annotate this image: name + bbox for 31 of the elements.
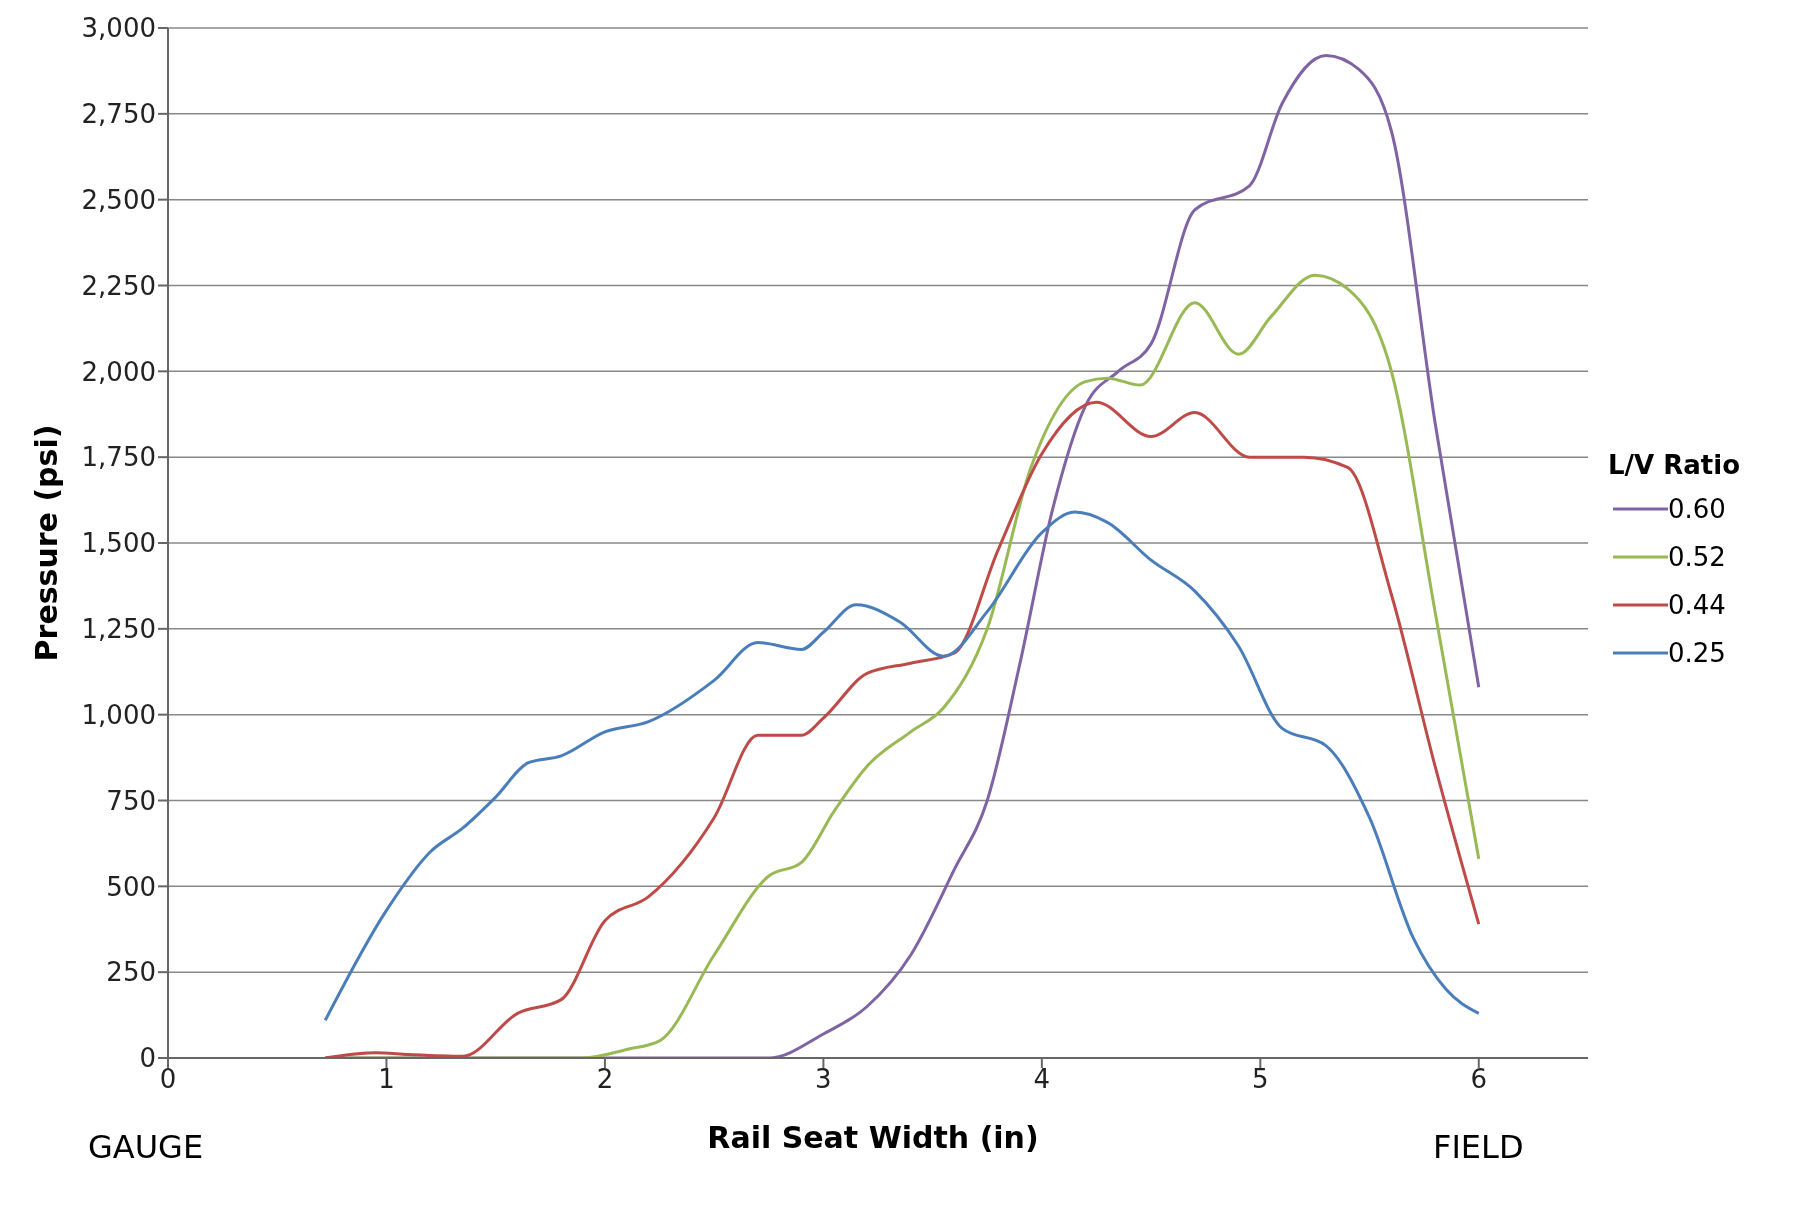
legend-label: 0.60 [1668, 494, 1726, 524]
x-tick-label: 1 [378, 1064, 395, 1095]
y-tick-label: 1,250 [81, 614, 156, 645]
x-tick-label: 0 [159, 1064, 177, 1095]
y-tick-label: 250 [106, 957, 156, 988]
y-tick-label: 2,750 [81, 99, 156, 130]
line-series [323, 400, 1481, 1058]
x-tick-label: 3 [815, 1064, 832, 1095]
x-tick-label: 2 [596, 1064, 614, 1095]
y-tick-label: 1,750 [81, 442, 156, 473]
y-tick-label: 3,000 [81, 13, 156, 44]
y-axis-title: Pressure (psi) [28, 424, 64, 662]
x-tick-label: 5 [1252, 1064, 1269, 1095]
x-tick-label: 6 [1470, 1064, 1488, 1095]
y-tick-label: 500 [106, 871, 156, 902]
y-tick-label: 0 [139, 1043, 156, 1074]
x-tick-label: 4 [1033, 1064, 1051, 1095]
y-tick-label: 2,500 [81, 184, 156, 215]
legend-title: L/V Ratio [1608, 450, 1741, 480]
line-series [323, 510, 1481, 1022]
legend-label: 0.25 [1668, 638, 1726, 668]
y-tick-label: 1,000 [81, 699, 156, 730]
legend-label: 0.44 [1668, 590, 1726, 620]
y-tick-label: 2,250 [81, 270, 156, 301]
y-tick-label: 1,500 [81, 528, 156, 559]
legend-label: 0.52 [1668, 542, 1726, 572]
text: FIELD [1433, 1128, 1524, 1166]
x-axis-title: Rail Seat Width (in) [707, 1120, 1039, 1155]
text: GAUGE [88, 1128, 204, 1166]
y-tick-label: 750 [106, 785, 156, 816]
y-tick-label: 2,000 [81, 356, 156, 387]
